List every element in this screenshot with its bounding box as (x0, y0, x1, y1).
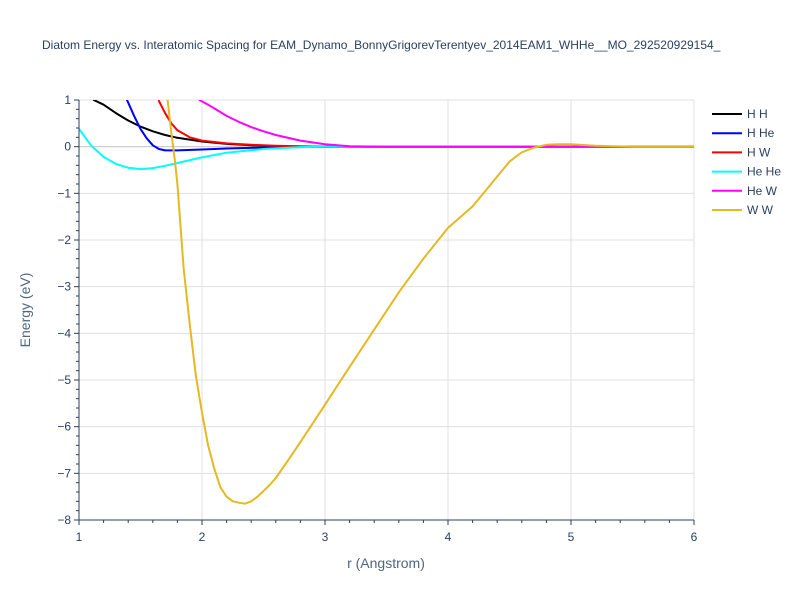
tick-labels: 1 2 3 4 5 6 1 0 −1 −2 −3 −4 −5 −6 −7 −8 (57, 93, 697, 544)
legend-item-h-h[interactable]: H H (712, 107, 768, 121)
x-tick-label: 6 (691, 530, 698, 544)
y-tick-label: −8 (57, 513, 71, 527)
chart-title: Diatom Energy vs. Interatomic Spacing fo… (42, 38, 721, 52)
x-tick-label: 1 (76, 530, 83, 544)
y-tick-label: −1 (57, 186, 71, 200)
x-tick-label: 5 (568, 530, 575, 544)
legend-item-h-w[interactable]: H W (712, 145, 771, 159)
legend-item-w-w[interactable]: W W (712, 203, 774, 217)
legend-label: W W (747, 203, 774, 217)
series-line-h-h (92, 100, 694, 148)
y-tick-label: −4 (57, 326, 71, 340)
y-tick-label: −3 (57, 280, 71, 294)
series-lines (79, 100, 694, 505)
x-tick-label: 4 (445, 530, 452, 544)
legend-item-h-he[interactable]: H He (712, 126, 775, 140)
y-tick-label: −6 (57, 420, 71, 434)
y-tick-label: −7 (57, 466, 71, 480)
legend-label: He W (747, 184, 778, 198)
y-tick-label: −2 (57, 233, 71, 247)
legend-label: H He (747, 126, 775, 140)
y-tick-label: 0 (64, 140, 71, 154)
axes (74, 99, 695, 525)
legend-item-he-w[interactable]: He W (712, 184, 778, 198)
y-tick-label: 1 (64, 93, 71, 107)
legend-item-he-he[interactable]: He He (712, 165, 781, 179)
x-tick-label: 3 (322, 530, 329, 544)
y-axis-title: Energy (eV) (17, 273, 33, 348)
x-tick-label: 2 (199, 530, 206, 544)
legend: H H H He H W He He He W W W (712, 107, 781, 217)
series-line-w-w (166, 100, 694, 505)
series-line-he-he (79, 127, 694, 171)
x-axis-title: r (Angstrom) (347, 555, 425, 571)
legend-label: H H (747, 107, 768, 121)
series-line-he-w (198, 100, 694, 148)
legend-label: He He (747, 165, 781, 179)
legend-label: H W (747, 145, 771, 159)
y-tick-label: −5 (57, 373, 71, 387)
series-line-h-w (157, 100, 694, 148)
